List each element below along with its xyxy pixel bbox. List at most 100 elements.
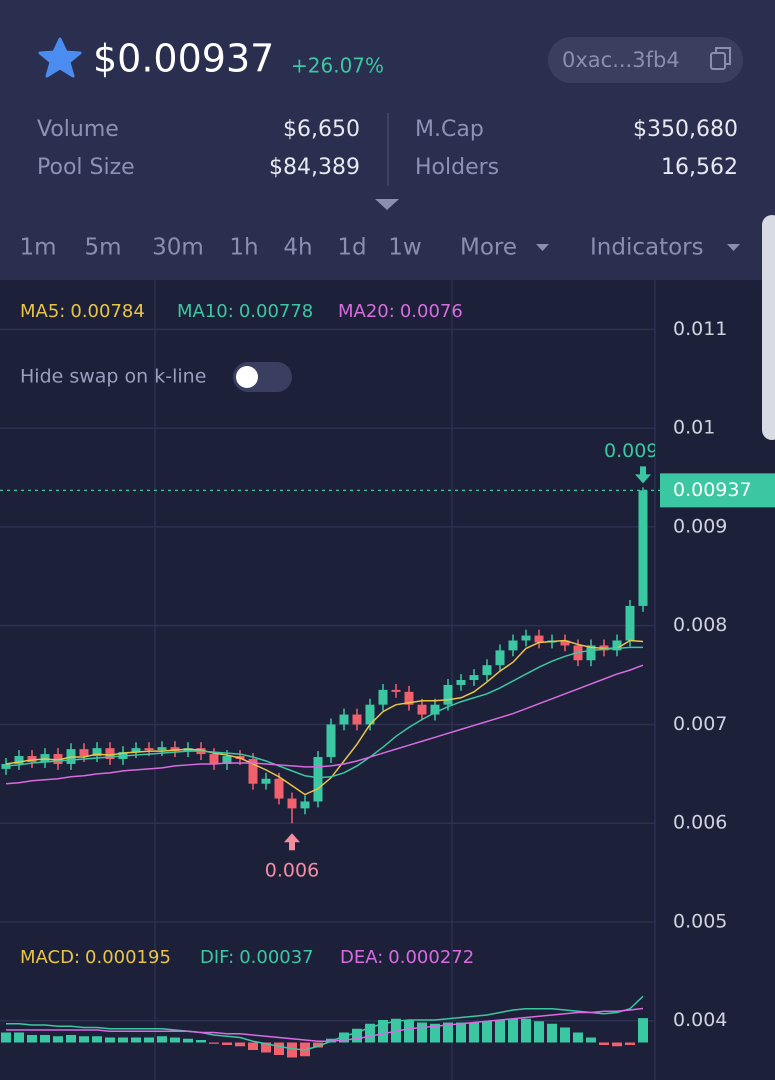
macd-bar [287, 1042, 297, 1058]
candle-body [144, 748, 154, 751]
macd-bar [196, 1040, 206, 1043]
y-tick-label: 0.009 [673, 515, 727, 537]
timeframe[interactable]: 30m [152, 235, 204, 261]
y-tick-label: 0.01 [673, 417, 715, 439]
candle-body [222, 756, 232, 764]
low-label: 0.006 [265, 860, 319, 882]
legend-name: MA5: [20, 301, 65, 322]
macd-bar [131, 1037, 141, 1043]
macd-bar [209, 1042, 219, 1044]
macd-bar [79, 1036, 89, 1043]
legend-entry: MA5: 0.00784 [20, 301, 145, 322]
legend-entry: MA10: 0.00778 [177, 301, 313, 322]
candle-body [79, 749, 89, 757]
chart-bg [0, 280, 775, 1080]
y-tick-label: 0.008 [673, 614, 727, 636]
candle-body [1, 763, 11, 769]
candle-body [391, 689, 401, 692]
candle-body [27, 756, 37, 762]
candle-body [482, 665, 492, 676]
timeframe[interactable]: 1d [337, 235, 366, 261]
macd-bar [183, 1038, 193, 1043]
macd-bar [521, 1018, 531, 1043]
candle-body [313, 757, 323, 802]
more-menu[interactable]: More [460, 235, 517, 261]
high-arrow [635, 466, 651, 484]
macd-bar [339, 1032, 349, 1043]
macd-bar [92, 1036, 102, 1043]
candle-body [495, 650, 505, 666]
candle-body [92, 748, 102, 757]
macd-bar [469, 1022, 479, 1043]
price-change: +26.07% [291, 54, 384, 78]
caret [727, 244, 740, 251]
candle-body [417, 704, 427, 715]
y-tick-label: 0.005 [673, 910, 727, 932]
macd-line [6, 1007, 644, 1042]
toggle-knob [236, 366, 258, 388]
macd-bar [105, 1037, 115, 1043]
candle-body [612, 640, 622, 651]
macd-bar [53, 1036, 63, 1043]
macd-bar [14, 1032, 24, 1043]
macd-bar [40, 1035, 50, 1043]
macd-bar [235, 1042, 245, 1047]
candle-body [534, 635, 544, 643]
expand-caret[interactable] [375, 199, 399, 210]
legend-name: DIF: [200, 947, 234, 968]
legend-name: MA10: [177, 301, 234, 322]
y-tick-label: 0.006 [673, 812, 727, 834]
candle-body [521, 635, 531, 641]
candle-body [40, 754, 50, 762]
macd-bar [560, 1027, 570, 1043]
favorite-star[interactable] [38, 37, 82, 78]
candle-body [508, 640, 518, 651]
legend-value: 0.000195 [85, 947, 171, 968]
stat-value: 16,562 [661, 155, 738, 180]
ma-line [5, 664, 644, 785]
macd-bar [170, 1037, 180, 1043]
macd-bar [508, 1018, 518, 1043]
macd-bar [456, 1022, 466, 1043]
timeframe[interactable]: 5m [84, 235, 121, 261]
candle-body [248, 759, 258, 784]
stat-value: $6,650 [283, 117, 360, 142]
candle-body [443, 684, 453, 705]
low-arrow [284, 833, 300, 851]
v-grid [154, 280, 656, 1080]
copy-icon[interactable] [710, 47, 731, 70]
stat-value: $350,680 [633, 117, 738, 142]
scroll-handle[interactable] [762, 215, 775, 440]
stat-label: Holders [415, 155, 499, 180]
legend-value: 0.00037 [239, 947, 313, 968]
legend-entry: DEA: 0.000272 [340, 947, 474, 968]
macd-bar [638, 1018, 648, 1043]
macd-bar [612, 1042, 622, 1047]
macd-bar [443, 1022, 453, 1043]
timeframe[interactable]: 4h [283, 235, 312, 261]
address-pill[interactable] [548, 37, 743, 83]
stat-value: $84,389 [269, 155, 360, 180]
price: $0.00937 [93, 37, 274, 81]
candle-body [170, 747, 180, 752]
timeframe[interactable]: 1h [229, 235, 258, 261]
legend-value: 0.00778 [239, 301, 313, 322]
candle-body [53, 754, 63, 764]
macd-bar [222, 1042, 232, 1045]
macd-bar [495, 1020, 505, 1043]
candle-body [378, 689, 388, 705]
timeframe[interactable]: 1m [19, 235, 56, 261]
timeframe[interactable]: 1w [388, 235, 421, 261]
macd-bar [66, 1035, 76, 1043]
candle-body [339, 714, 349, 725]
candle-body [456, 680, 466, 685]
legend-value: 0.0076 [400, 301, 463, 322]
y-tick-label: 0.004 [673, 1009, 727, 1031]
indicators-menu[interactable]: Indicators [590, 235, 704, 261]
high-label: 0.009 [604, 440, 658, 462]
legend-value: 0.00784 [70, 301, 144, 322]
ma-line [5, 646, 643, 779]
toggle-label: Hide swap on k-line [20, 366, 206, 388]
y-tick-label: 0.011 [673, 318, 727, 340]
